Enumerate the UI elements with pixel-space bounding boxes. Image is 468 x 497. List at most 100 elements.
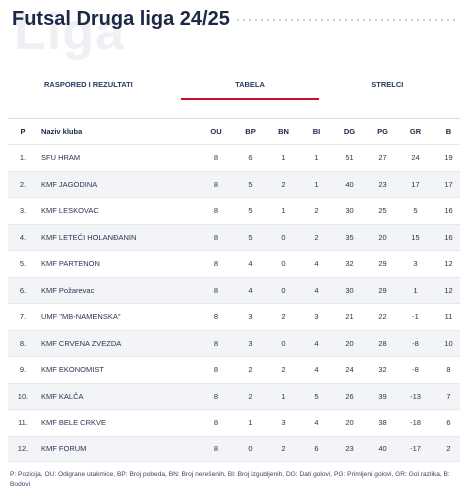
cell-bi: 1 <box>314 179 319 189</box>
cell-ou: 8 <box>213 312 219 322</box>
cell-bn: 0 <box>281 232 286 242</box>
cell-gr: 15 <box>411 232 420 242</box>
cell-bi: 4 <box>314 418 319 428</box>
cell-bp: 3 <box>248 312 253 322</box>
cell-gr: 17 <box>411 179 420 189</box>
cell-club[interactable]: KMF CRVENA ZVEZDA <box>41 338 122 348</box>
cell-gr: 24 <box>411 153 420 163</box>
cell-club[interactable]: KMF LESKOVAC <box>41 206 99 216</box>
cell-club[interactable]: KMF JAGODINA <box>41 179 98 189</box>
cell-bi: 4 <box>314 259 319 269</box>
cell-pg: 23 <box>378 179 387 189</box>
cell-bp: 0 <box>248 444 253 454</box>
table-header-row: P Naziv kluba OU BP BN BI DG PG GR B <box>8 118 460 144</box>
cell-bn: 2 <box>281 365 286 375</box>
cell-bi: 3 <box>314 312 319 322</box>
cell-bi: 4 <box>314 365 319 375</box>
cell-position: 6. <box>19 285 27 295</box>
dotted-divider <box>235 17 457 23</box>
cell-bi: 2 <box>314 206 319 216</box>
cell-bn: 0 <box>281 338 286 348</box>
cell-position: 11. <box>18 418 28 428</box>
cell-pg: 32 <box>378 365 387 375</box>
cell-ou: 8 <box>213 259 219 269</box>
cell-ou: 8 <box>213 338 219 348</box>
cell-ou: 8 <box>213 206 219 216</box>
cell-club[interactable]: KMF EKONOMIST <box>41 365 104 375</box>
cell-bn: 0 <box>281 259 286 269</box>
table-row: 4. KMF LETEĆI HOLANĐANIN 8 5 0 2 35 20 15 16 <box>8 223 460 250</box>
tab-strelci[interactable]: STRELCI <box>371 80 404 89</box>
cell-ou: 8 <box>213 391 219 401</box>
cell-b: 10 <box>444 338 453 348</box>
cell-position: 12. <box>17 444 29 454</box>
cell-ou: 8 <box>213 153 219 163</box>
cell-bn: 1 <box>281 153 286 163</box>
table-row: 8. KMF CRVENA ZVEZDA 8 3 0 4 20 28 -8 10 <box>8 329 460 356</box>
cell-ou: 8 <box>213 285 219 295</box>
cell-gr: -8 <box>412 338 419 348</box>
cell-club[interactable]: SFU HRAM <box>41 153 81 163</box>
cell-bn: 3 <box>281 418 286 428</box>
cell-bi: 4 <box>314 285 319 295</box>
tab-raspored-i-rezultati[interactable]: RASPORED I REZULTATI <box>44 80 133 89</box>
column-header-ou: OU <box>210 127 222 136</box>
cell-bi: 1 <box>314 153 319 163</box>
table-row: 3. KMF LESKOVAC 8 5 1 2 30 25 5 16 <box>8 197 460 224</box>
cell-b: 6 <box>446 418 451 428</box>
cell-club[interactable]: KMF FORUM <box>41 444 87 454</box>
cell-b: 16 <box>444 206 453 216</box>
cell-gr: -17 <box>410 444 421 454</box>
cell-pg: 20 <box>378 232 387 242</box>
cell-gr: 3 <box>413 259 418 269</box>
table-row: 12. KMF FORUM 8 0 2 6 23 40 -17 2 <box>8 435 460 462</box>
cell-dg: 35 <box>345 232 354 242</box>
cell-dg: 21 <box>345 312 354 322</box>
table-row: 7. UMF "MB-NAMENSKA" 8 3 2 3 21 22 -1 11 <box>8 303 460 330</box>
cell-pg: 28 <box>378 338 387 348</box>
cell-dg: 23 <box>345 444 354 454</box>
cell-club[interactable]: UMF "MB-NAMENSKA" <box>41 312 121 322</box>
cell-bi: 2 <box>314 232 319 242</box>
cell-club[interactable]: KMF PARTENON <box>41 259 100 269</box>
column-header-bi: BI <box>312 127 321 136</box>
cell-ou: 8 <box>213 444 219 454</box>
cell-b: 8 <box>446 365 451 375</box>
table-row: 5. KMF PARTENON 8 4 0 4 32 29 3 12 <box>8 250 460 277</box>
cell-b: 19 <box>444 153 453 163</box>
cell-position: 5. <box>19 259 27 269</box>
cell-bn: 2 <box>281 444 286 454</box>
cell-bp: 6 <box>248 153 253 163</box>
cell-bp: 4 <box>248 259 253 269</box>
cell-bi: 4 <box>314 338 319 348</box>
cell-ou: 8 <box>213 232 219 242</box>
cell-club[interactable]: KMF KALČA <box>41 391 84 401</box>
cell-bn: 1 <box>281 206 286 216</box>
cell-b: 16 <box>444 232 453 242</box>
column-header-position: P <box>20 127 26 136</box>
tab-tabela[interactable]: TABELA <box>181 68 319 100</box>
cell-gr: -8 <box>412 365 419 375</box>
table-row: 2. KMF JAGODINA 8 5 2 1 40 23 17 17 <box>8 170 460 197</box>
cell-club[interactable]: KMF Požarevac <box>41 285 95 295</box>
cell-pg: 40 <box>378 444 387 454</box>
cell-gr: -13 <box>410 391 421 401</box>
cell-bn: 2 <box>281 179 286 189</box>
cell-club[interactable]: KMF LETEĆI HOLANĐANIN <box>41 232 137 242</box>
cell-dg: 40 <box>345 179 354 189</box>
cell-club[interactable]: KMF BELE CRKVE <box>41 418 107 428</box>
cell-b: 12 <box>444 259 453 269</box>
cell-ou: 8 <box>213 179 219 189</box>
cell-bp: 5 <box>248 179 253 189</box>
standings-table: P Naziv kluba OU BP BN BI DG PG GR B 1. S… <box>8 118 460 462</box>
column-header-bn: BN <box>278 127 289 136</box>
cell-dg: 51 <box>345 153 354 163</box>
cell-dg: 20 <box>345 418 354 428</box>
cell-bn: 0 <box>281 285 286 295</box>
cell-dg: 24 <box>345 365 354 375</box>
column-header-club: Naziv kluba <box>41 127 83 136</box>
cell-bp: 2 <box>248 365 253 375</box>
cell-position: 4. <box>19 232 27 242</box>
cell-pg: 29 <box>378 259 387 269</box>
cell-bp: 1 <box>248 418 253 428</box>
